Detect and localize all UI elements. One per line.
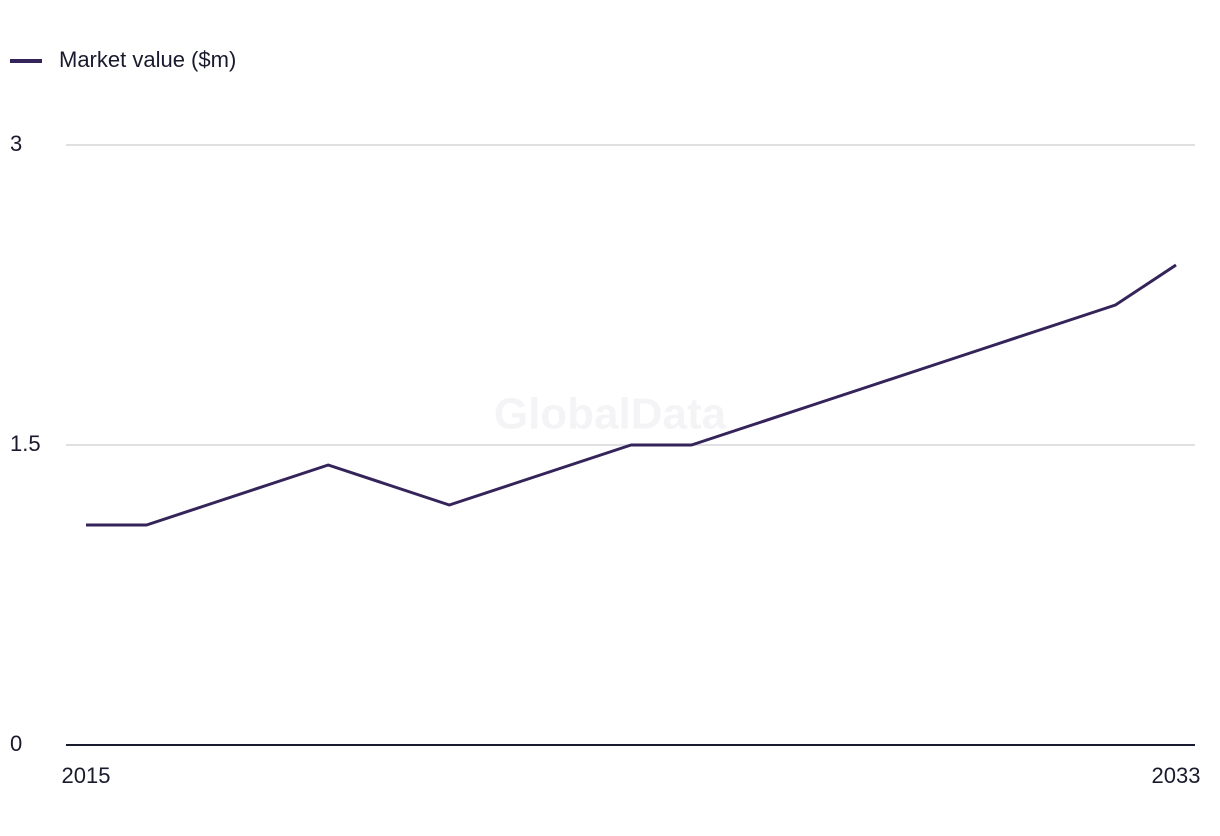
x-tick-label: 2015 bbox=[62, 763, 111, 788]
legend-label: Market value ($m) bbox=[59, 47, 236, 72]
y-tick-label: 3 bbox=[10, 131, 22, 156]
watermark: GlobalData bbox=[494, 390, 727, 439]
x-tick-label: 2033 bbox=[1152, 763, 1201, 788]
line bbox=[86, 263, 1177, 527]
y-tick-label: 0 bbox=[10, 731, 22, 756]
y-tick-label: 1.5 bbox=[10, 431, 41, 456]
